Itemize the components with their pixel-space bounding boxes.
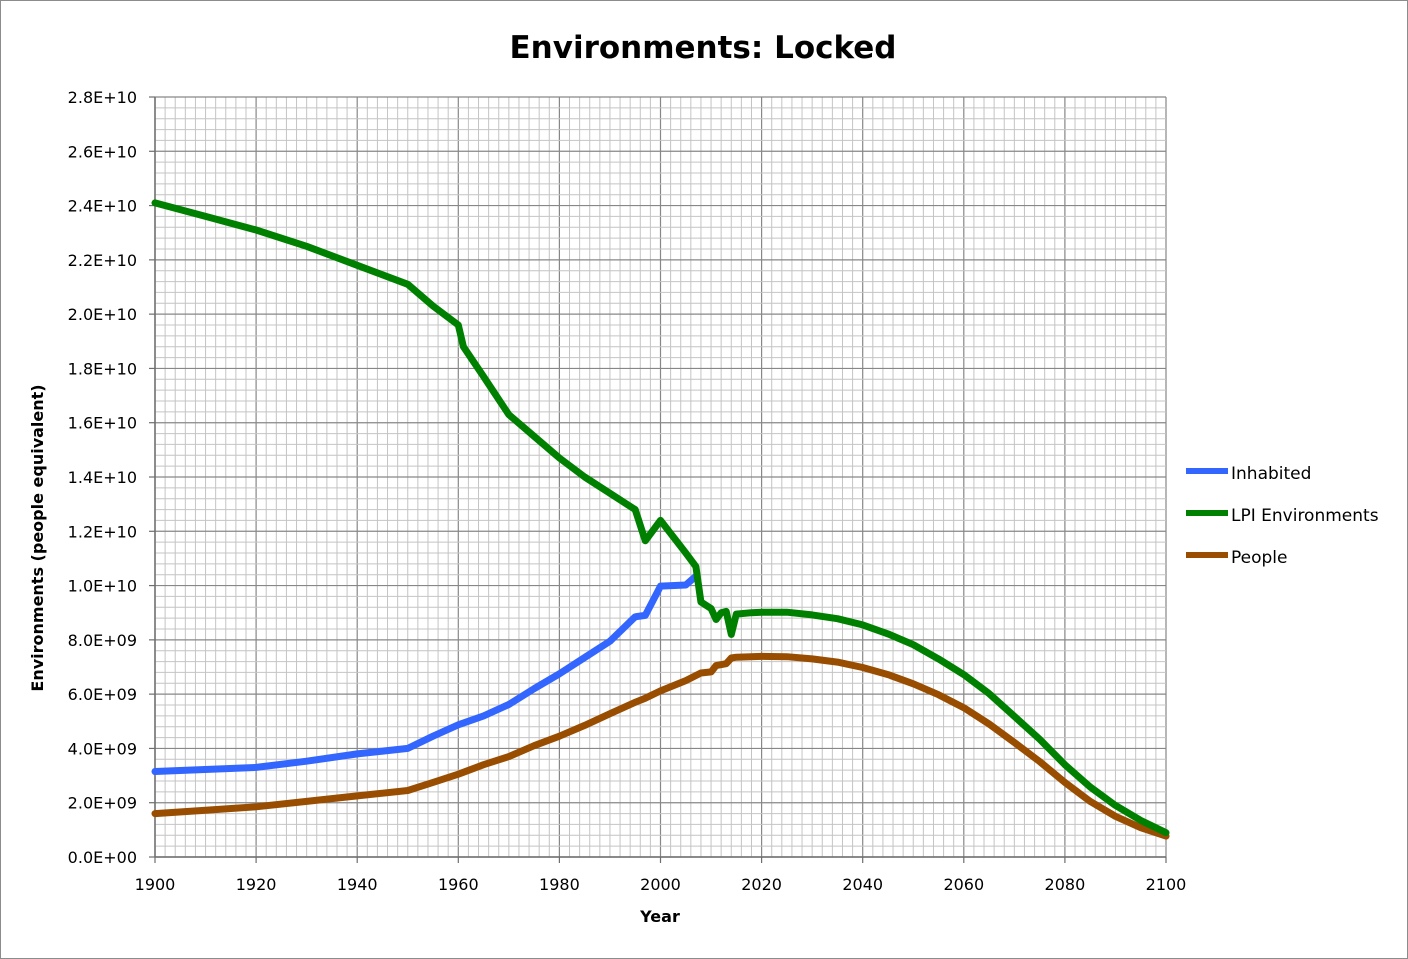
y-tick-label: 2.8E+10 xyxy=(68,88,137,107)
series-line-lpi-environments xyxy=(151,199,1170,837)
chart-title: Environments: Locked xyxy=(509,30,896,66)
legend-label-people: People xyxy=(1231,548,1287,568)
legend: Inhabited LPI Environments People xyxy=(1186,464,1379,568)
y-tick-label: 2.2E+10 xyxy=(68,251,137,270)
legend-item-people: People xyxy=(1186,548,1287,568)
y-tick-label: 0.0E+00 xyxy=(68,848,137,867)
series-line-inhabited xyxy=(151,572,700,775)
x-tick-label: 2100 xyxy=(1146,875,1187,894)
y-tick-label: 1.0E+10 xyxy=(68,577,137,596)
series-lines xyxy=(151,199,1170,840)
y-tick-label: 2.0E+09 xyxy=(68,794,137,813)
x-tick-label: 1980 xyxy=(539,875,580,894)
legend-item-lpi-environments: LPI Environments xyxy=(1186,506,1379,526)
x-tick-label: 1940 xyxy=(337,875,378,894)
y-tick-label: 1.6E+10 xyxy=(68,414,137,433)
x-tick-label: 1960 xyxy=(438,875,479,894)
y-tick-label: 4.0E+09 xyxy=(68,739,137,758)
y-tick-label: 1.2E+10 xyxy=(68,522,137,541)
y-tick-label: 6.0E+09 xyxy=(68,685,137,704)
legend-item-inhabited: Inhabited xyxy=(1186,464,1311,484)
axes xyxy=(149,96,1167,863)
y-axis-label: Environments (people equivalent) xyxy=(28,384,47,691)
x-tick-label: 1920 xyxy=(236,875,277,894)
y-tick-label: 1.8E+10 xyxy=(68,359,137,378)
x-tick-label: 2020 xyxy=(741,875,782,894)
y-tick-label: 2.4E+10 xyxy=(68,197,137,216)
y-tick-label: 2.0E+10 xyxy=(68,305,137,324)
legend-label-inhabited: Inhabited xyxy=(1231,464,1311,484)
y-tick-labels: 0.0E+00 2.0E+09 4.0E+09 6.0E+09 8.0E+09 1.0E+… xyxy=(68,88,137,867)
x-tick-labels: 1900 1920 1940 1960 1980 2000 2020 2040 2060 2080… xyxy=(135,875,1187,894)
x-tick-label: 2000 xyxy=(640,875,681,894)
y-tick-label: 8.0E+09 xyxy=(68,631,137,650)
y-tick-label: 2.6E+10 xyxy=(68,142,137,161)
x-axis-label: Year xyxy=(639,907,680,926)
x-tick-label: 2080 xyxy=(1045,875,1086,894)
x-tick-label: 2060 xyxy=(943,875,984,894)
legend-label-lpi-environments: LPI Environments xyxy=(1231,506,1379,526)
x-tick-label: 1900 xyxy=(135,875,176,894)
x-tick-label: 2040 xyxy=(842,875,883,894)
y-tick-label: 1.4E+10 xyxy=(68,468,137,487)
series-line-people xyxy=(151,652,1170,840)
